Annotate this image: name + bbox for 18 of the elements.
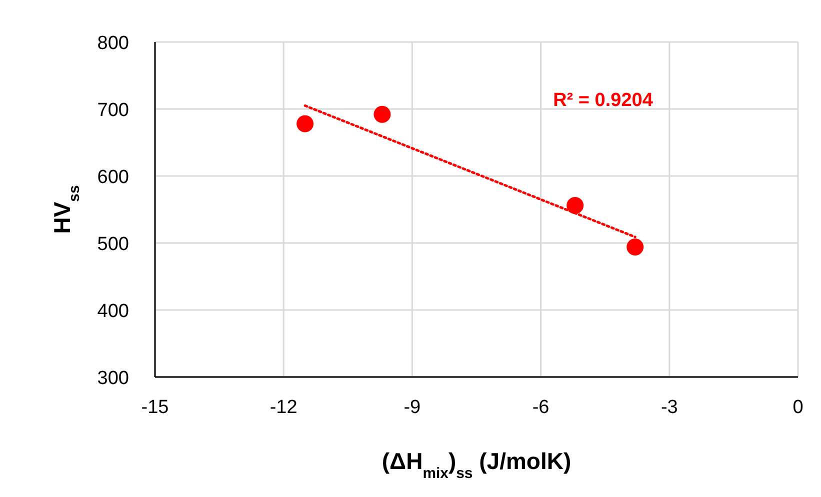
x-axis-title: (ΔH$_{mix}$)$_{ss}$ (J/molK) — [382, 448, 572, 482]
point — [296, 115, 314, 132]
y-tick-label: 300 — [97, 368, 129, 389]
y-tick-label: 600 — [97, 167, 129, 188]
y-tick-label: 800 — [97, 33, 129, 54]
x-tick-label: -3 — [660, 397, 678, 418]
x-tick-label: -12 — [270, 397, 298, 418]
y-tick-label: 700 — [97, 100, 129, 121]
x-tick-label: -6 — [532, 397, 550, 418]
point — [566, 196, 584, 214]
point — [374, 106, 391, 123]
x-tick-label: -9 — [404, 397, 421, 418]
annotation: R² = 0.9204 — [553, 90, 654, 111]
x-tick-label: 0 — [792, 397, 804, 418]
y-tick-label: 500 — [97, 234, 129, 255]
point — [626, 238, 644, 256]
x-tick-label: -15 — [141, 397, 169, 418]
y-tick-label: 400 — [97, 301, 129, 322]
